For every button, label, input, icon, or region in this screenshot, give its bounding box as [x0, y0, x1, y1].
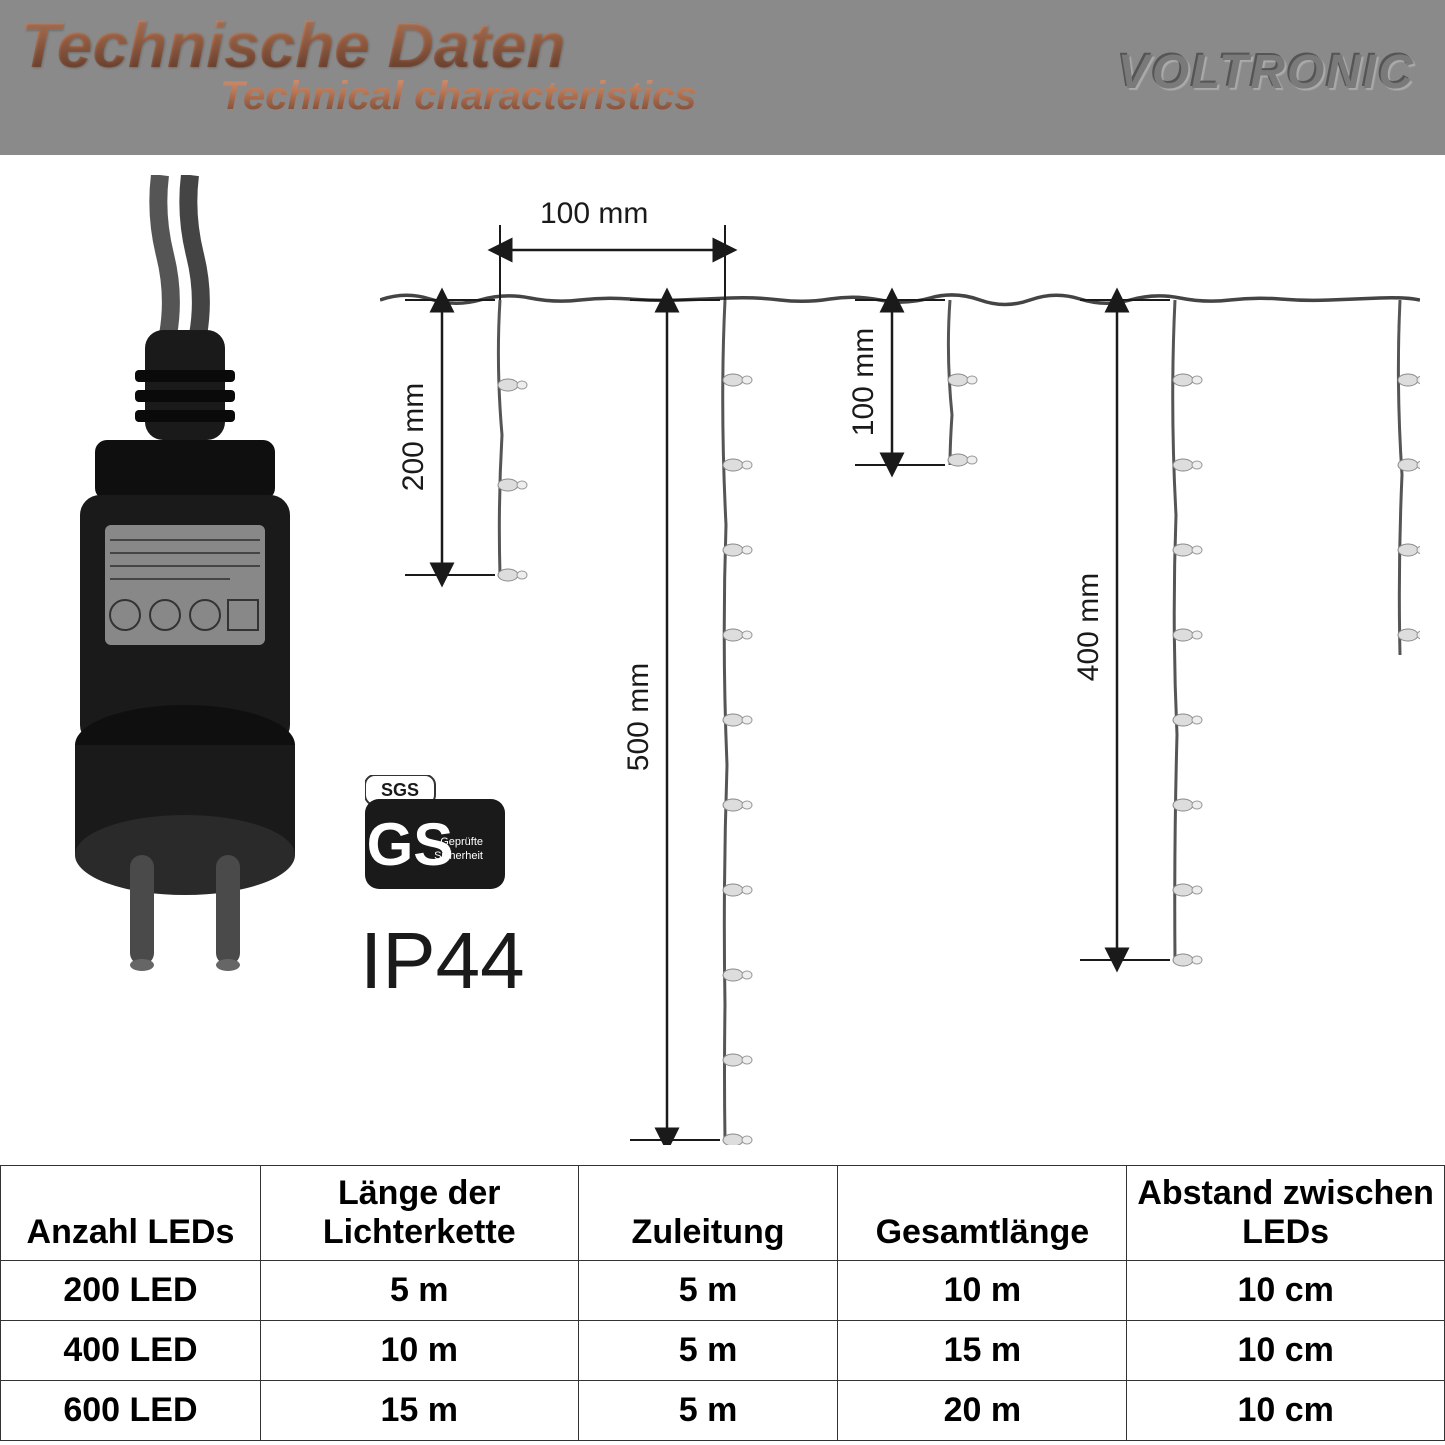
icicle-diagram: 100 mm 200 mm 500 mm 100 mm 400 mm: [380, 205, 1420, 1145]
table-cell: 5 m: [260, 1261, 578, 1321]
table-header-row: Anzahl LEDsLänge der LichterketteZuleitu…: [1, 1166, 1445, 1261]
table-cell: 5 m: [578, 1261, 838, 1321]
diagram-area: SGS GS Geprüfte Sicherheit IP44: [0, 155, 1445, 1165]
dim-200: 200 mm: [397, 383, 431, 491]
brand-logo: VOLTRONIC: [1118, 45, 1415, 100]
table-cell: 20 m: [838, 1381, 1127, 1441]
spec-table: Anzahl LEDsLänge der LichterketteZuleitu…: [0, 1165, 1445, 1441]
dim-500: 500 mm: [622, 663, 656, 771]
table-header-cell: Zuleitung: [578, 1166, 838, 1261]
table-header-cell: Abstand zwischen LEDs: [1127, 1166, 1445, 1261]
table-cell: 5 m: [578, 1321, 838, 1381]
table-cell: 15 m: [260, 1381, 578, 1441]
table-row: 400 LED10 m5 m15 m10 cm: [1, 1321, 1445, 1381]
header: Technische Daten Technical characteristi…: [0, 0, 1445, 155]
dim-100: 100 mm: [847, 328, 881, 436]
dim-400: 400 mm: [1072, 573, 1106, 681]
table-row: 600 LED15 m5 m20 m10 cm: [1, 1381, 1445, 1441]
dim-spacing: 100 mm: [540, 197, 648, 231]
table-header-cell: Gesamtlänge: [838, 1166, 1127, 1261]
table-cell: 10 cm: [1127, 1321, 1445, 1381]
table-cell: 10 m: [838, 1261, 1127, 1321]
table-cell: 600 LED: [1, 1381, 261, 1441]
table-cell: 200 LED: [1, 1261, 261, 1321]
table-cell: 15 m: [838, 1321, 1127, 1381]
table-header-cell: Anzahl LEDs: [1, 1166, 261, 1261]
table-cell: 10 cm: [1127, 1381, 1445, 1441]
table-header-cell: Länge der Lichterkette: [260, 1166, 578, 1261]
power-plug-image: [50, 175, 330, 985]
table-cell: 5 m: [578, 1381, 838, 1441]
table-cell: 10 m: [260, 1321, 578, 1381]
table-body: 200 LED5 m5 m10 m10 cm400 LED10 m5 m15 m…: [1, 1261, 1445, 1441]
table-row: 200 LED5 m5 m10 m10 cm: [1, 1261, 1445, 1321]
table-cell: 400 LED: [1, 1321, 261, 1381]
table-cell: 10 cm: [1127, 1261, 1445, 1321]
